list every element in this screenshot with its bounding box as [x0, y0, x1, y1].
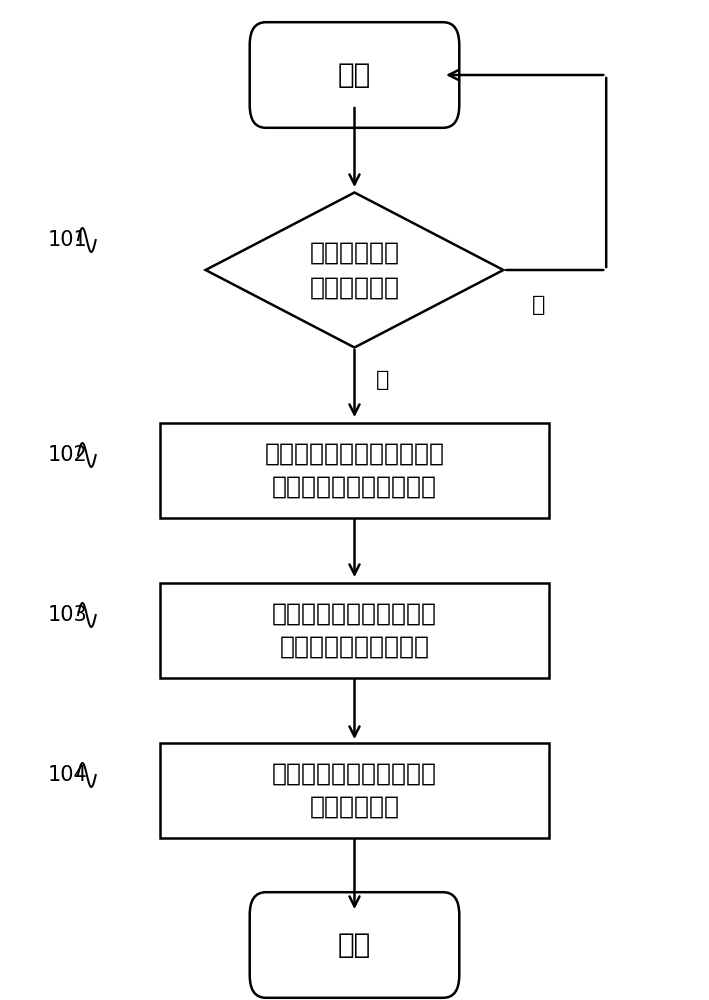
Text: 102: 102 — [48, 445, 87, 465]
Polygon shape — [206, 192, 503, 348]
Text: 否: 否 — [532, 295, 545, 315]
Text: 基于见证节点数量之和确
定区块链主链: 基于见证节点数量之和确 定区块链主链 — [272, 761, 437, 819]
Text: 检测区块链是
否有多条支链: 检测区块链是 否有多条支链 — [310, 240, 399, 300]
Text: 是: 是 — [376, 370, 389, 390]
Bar — [160, 582, 549, 678]
Text: 101: 101 — [48, 230, 87, 250]
Text: 103: 103 — [48, 605, 87, 625]
FancyBboxPatch shape — [250, 892, 459, 998]
Text: 分别计算每条第一候选主
链的见证节点数量之和: 分别计算每条第一候选主 链的见证节点数量之和 — [272, 601, 437, 659]
Text: 开始: 开始 — [338, 61, 371, 89]
Text: 结束: 结束 — [338, 931, 371, 959]
FancyBboxPatch shape — [250, 22, 459, 128]
Text: 确定从最新区块回溯至创世
区块的多条第一候选主链: 确定从最新区块回溯至创世 区块的多条第一候选主链 — [264, 441, 445, 499]
Text: 104: 104 — [48, 765, 87, 785]
Bar — [160, 742, 549, 838]
Bar — [160, 422, 549, 518]
